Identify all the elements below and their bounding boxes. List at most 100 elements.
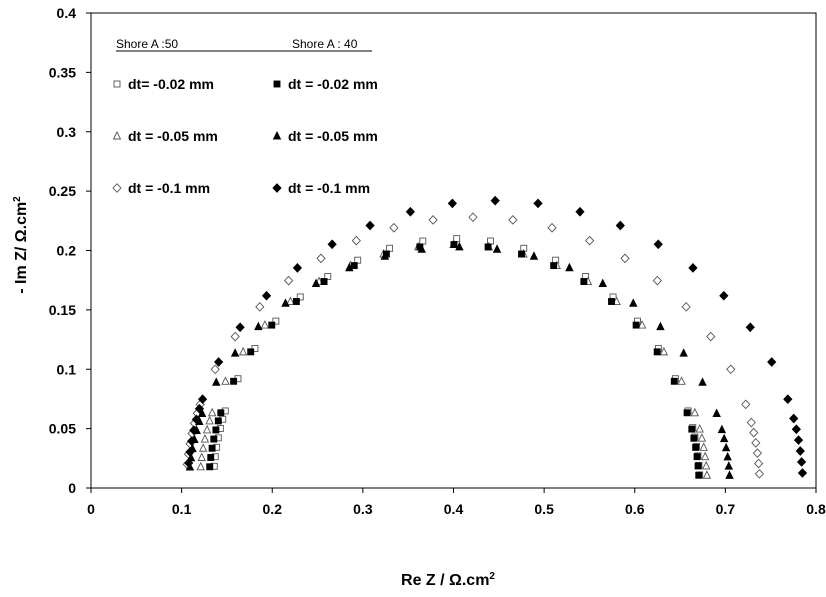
data-point [380, 251, 390, 260]
data-point [745, 322, 755, 333]
data-point [690, 434, 698, 442]
data-point [205, 415, 214, 425]
data-point [701, 460, 711, 470]
data-point [354, 256, 362, 264]
data-point [791, 424, 801, 435]
data-point [615, 220, 625, 231]
data-point [697, 433, 707, 442]
data-point [677, 376, 686, 385]
data-point [316, 253, 326, 264]
data-point [351, 235, 361, 246]
data-point [194, 403, 205, 414]
data-point [637, 320, 647, 329]
data-point [717, 424, 727, 434]
data-point [255, 301, 265, 312]
data-point [508, 215, 518, 225]
data-point [428, 215, 438, 225]
data-point [608, 298, 615, 305]
legend-label-open-diamond: dt = -0.1 mm [128, 180, 210, 196]
data-point [283, 275, 294, 286]
data-point [184, 458, 194, 468]
data-point [198, 443, 208, 452]
x-tick-label: 0.1 [172, 501, 192, 517]
legend-label-filled-triangle: dt = -0.05 mm [288, 128, 378, 144]
data-point [191, 414, 202, 425]
data-point [699, 442, 708, 451]
y-tick-label: 0 [68, 480, 76, 496]
data-point [754, 468, 765, 479]
data-point [681, 301, 691, 312]
x-tick-label: 0.4 [444, 501, 464, 517]
data-point [598, 278, 607, 288]
data-point [725, 470, 734, 479]
x-tick-label: 0 [87, 501, 95, 517]
data-point [417, 244, 426, 253]
y-tick-label: 0.15 [49, 302, 76, 318]
legend-markers [112, 80, 282, 193]
x-axis-title: Re Z / Ω.cm2 [401, 571, 495, 589]
legend-marker [273, 80, 281, 88]
data-point [659, 346, 669, 356]
data-point [754, 458, 764, 469]
data-point [207, 407, 217, 417]
data-point [652, 275, 662, 286]
data-point [208, 444, 216, 452]
data-point [712, 408, 721, 417]
x-tick-label: 0.3 [353, 501, 373, 517]
data-point [656, 321, 665, 331]
data-point [453, 235, 461, 243]
data-point [200, 434, 210, 443]
legend-marker [112, 183, 122, 193]
data-point [796, 457, 807, 467]
data-point [789, 413, 799, 424]
data-point [345, 262, 354, 272]
legend-label-filled-square: dt = -0.02 mm [288, 76, 378, 92]
legend: Shore A :50 Shore A : 40 dt= -0.02 mm dt… [112, 37, 378, 196]
data-point [797, 468, 808, 478]
data-point [217, 409, 225, 417]
data-point [693, 453, 701, 461]
data-point [688, 425, 696, 433]
data-point [741, 399, 751, 410]
data-point [207, 454, 215, 461]
data-point [350, 262, 358, 270]
data-point [695, 471, 703, 479]
legend-label-open-square: dt= -0.02 mm [128, 76, 214, 92]
data-point [389, 222, 399, 233]
data-point [247, 348, 255, 356]
data-point [752, 448, 763, 458]
data-point [212, 426, 220, 434]
data-point [268, 321, 276, 329]
legend-marker [272, 130, 282, 140]
data-point [197, 394, 208, 405]
data-point [484, 243, 492, 251]
data-point [795, 446, 805, 456]
data-point [447, 198, 457, 209]
data-point [221, 376, 230, 385]
data-point [793, 435, 804, 445]
legend-marker [272, 183, 282, 193]
data-point [214, 417, 222, 425]
y-tick-label: 0.4 [57, 5, 77, 21]
data-point [518, 250, 525, 258]
data-point [719, 433, 729, 443]
data-point [706, 331, 716, 342]
data-point [230, 348, 240, 357]
data-point [692, 443, 700, 451]
data-point [726, 364, 736, 375]
data-point [547, 222, 557, 233]
data-point [690, 407, 700, 417]
y-tick-label: 0.1 [57, 361, 77, 377]
data-points [182, 195, 808, 479]
data-point [286, 296, 295, 305]
data-point [767, 357, 777, 367]
data-point [683, 409, 691, 417]
y-tick-label: 0.3 [57, 124, 77, 140]
data-point [281, 298, 290, 307]
legend-label-filled-diamond: dt = -0.1 mm [288, 180, 370, 196]
data-point [292, 263, 303, 273]
data-point [620, 253, 630, 264]
legend-marker [113, 80, 121, 88]
data-point [695, 424, 704, 433]
y-axis-title: - Im Z/ Ω.cm2 [12, 196, 30, 294]
